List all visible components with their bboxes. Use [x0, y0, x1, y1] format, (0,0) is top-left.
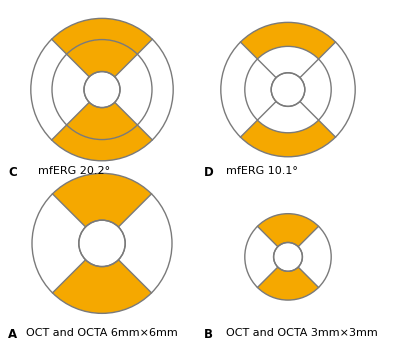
Text: D: D	[204, 166, 214, 178]
Text: OCT and OCTA 3mm×3mm: OCT and OCTA 3mm×3mm	[226, 328, 378, 338]
Text: A: A	[8, 328, 17, 338]
Wedge shape	[52, 260, 152, 313]
Wedge shape	[240, 22, 336, 59]
Wedge shape	[67, 40, 137, 77]
Text: OCT and OCTA 6mm×6mm: OCT and OCTA 6mm×6mm	[26, 328, 178, 338]
Wedge shape	[52, 173, 152, 227]
Text: C: C	[8, 166, 17, 178]
Text: B: B	[204, 328, 213, 338]
Wedge shape	[52, 125, 152, 161]
Wedge shape	[67, 102, 137, 140]
Circle shape	[79, 220, 125, 267]
Text: mfERG 10.1°: mfERG 10.1°	[226, 166, 298, 176]
Wedge shape	[258, 267, 318, 300]
Circle shape	[84, 72, 120, 107]
Wedge shape	[240, 120, 336, 157]
Text: mfERG 20.2°: mfERG 20.2°	[38, 166, 110, 176]
Wedge shape	[258, 214, 318, 247]
Circle shape	[274, 242, 302, 271]
Wedge shape	[52, 18, 152, 54]
Circle shape	[271, 73, 305, 106]
